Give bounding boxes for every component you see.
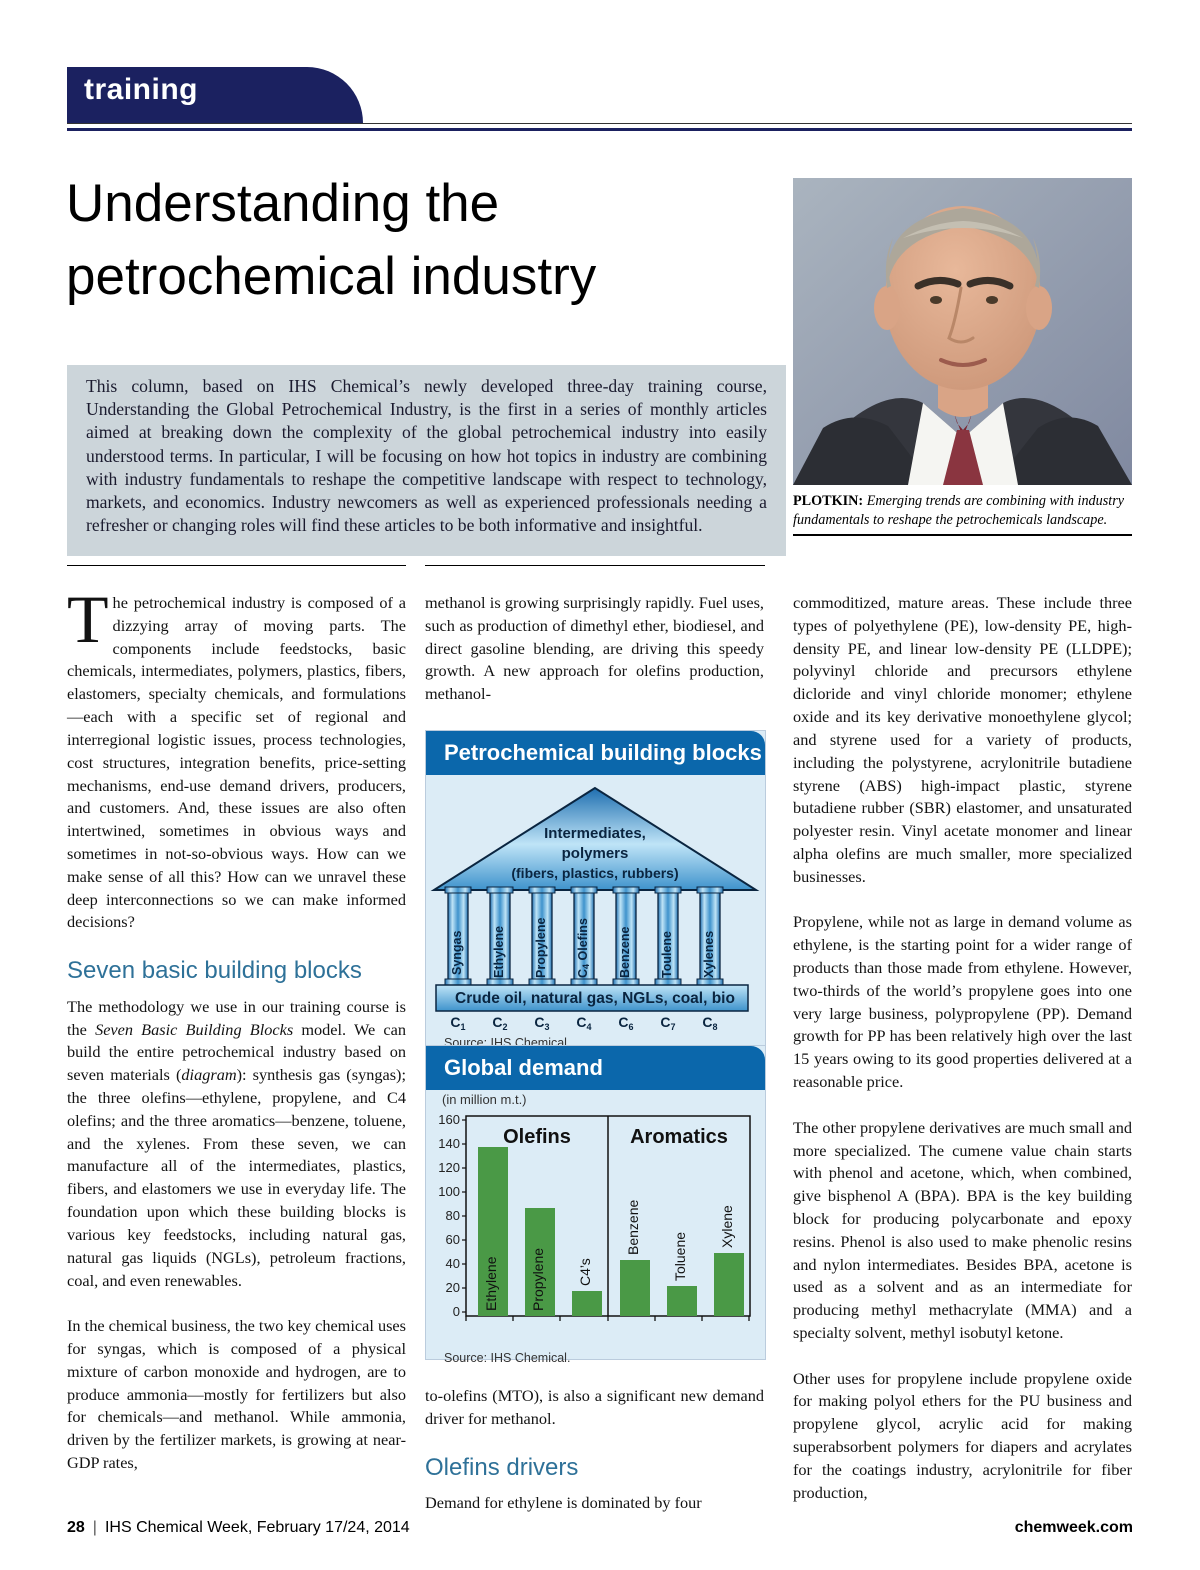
- svg-text:Ethylene: Ethylene: [483, 1256, 499, 1311]
- svg-text:140: 140: [438, 1136, 460, 1151]
- svg-text:Syngas: Syngas: [450, 930, 464, 975]
- svg-text:(fibers, plastics, rubbers): (fibers, plastics, rubbers): [511, 865, 678, 881]
- svg-text:Toulene: Toulene: [660, 931, 674, 978]
- svg-text:Xylenes: Xylenes: [702, 931, 716, 978]
- svg-text:Propylene: Propylene: [530, 1248, 546, 1311]
- svg-text:C4 Olefins: C4 Olefins: [576, 918, 591, 978]
- svg-text:60: 60: [446, 1232, 460, 1247]
- svg-text:Toluene: Toluene: [672, 1232, 688, 1281]
- svg-text:C7: C7: [660, 1014, 675, 1032]
- svg-text:Benzene: Benzene: [618, 927, 632, 978]
- svg-text:Olefins: Olefins: [503, 1126, 571, 1148]
- svg-text:100: 100: [438, 1184, 460, 1199]
- svg-text:C3: C3: [534, 1014, 549, 1032]
- svg-text:80: 80: [446, 1208, 460, 1223]
- svg-text:polymers: polymers: [562, 845, 629, 862]
- svg-text:C2: C2: [492, 1014, 507, 1032]
- svg-text:C8: C8: [702, 1014, 717, 1032]
- svg-text:Xylene: Xylene: [719, 1205, 735, 1248]
- svg-text:120: 120: [438, 1160, 460, 1175]
- svg-text:40: 40: [446, 1256, 460, 1271]
- svg-text:Benzene: Benzene: [625, 1200, 641, 1255]
- svg-text:C4: C4: [576, 1014, 591, 1032]
- svg-text:160: 160: [438, 1112, 460, 1127]
- svg-text:C1: C1: [450, 1014, 465, 1032]
- svg-text:C6: C6: [618, 1014, 633, 1032]
- svg-text:Crude oil, natural gas, NGLs,: Crude oil, natural gas, NGLs, coal, bio: [455, 990, 735, 1007]
- svg-text:Ethylene: Ethylene: [492, 926, 506, 978]
- svg-text:Intermediates,: Intermediates,: [544, 825, 646, 842]
- svg-text:20: 20: [446, 1280, 460, 1295]
- svg-text:C4’s: C4’s: [577, 1258, 593, 1286]
- svg-text:0: 0: [453, 1304, 460, 1319]
- svg-text:Aromatics: Aromatics: [630, 1126, 728, 1148]
- svg-text:Propylene: Propylene: [534, 918, 548, 978]
